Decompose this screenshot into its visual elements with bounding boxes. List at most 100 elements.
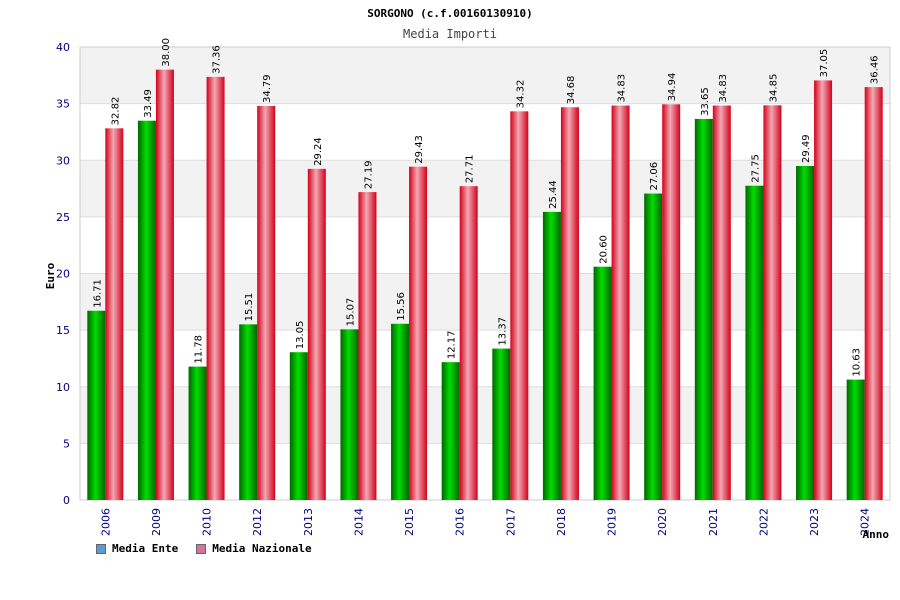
data-label: 15.56 <box>396 292 407 321</box>
bar-media-ente <box>188 366 207 500</box>
data-label: 27.06 <box>649 162 660 191</box>
x-tick-label: 2017 <box>504 508 517 536</box>
bar-media-nazionale <box>409 166 428 500</box>
x-tick-label: 2020 <box>656 508 669 536</box>
legend-item-ente: Media Ente <box>96 542 178 555</box>
data-label: 29.43 <box>414 135 425 164</box>
bar-media-nazionale <box>712 105 731 501</box>
data-label: 34.85 <box>768 74 779 103</box>
bar-media-ente <box>593 266 612 500</box>
data-label: 11.78 <box>194 335 205 364</box>
x-tick-label: 2018 <box>555 508 568 536</box>
bar-media-ente <box>796 166 815 500</box>
chart-subtitle: Media Importi <box>403 27 497 41</box>
data-label: 16.71 <box>92 279 103 308</box>
data-label: 25.44 <box>548 180 559 209</box>
data-label: 20.60 <box>599 235 610 264</box>
bar-media-ente <box>391 323 410 500</box>
x-axis-label: Anno <box>863 528 890 541</box>
data-label: 10.63 <box>852 348 863 377</box>
data-label: 36.46 <box>870 55 881 84</box>
y-tick-label: 20 <box>56 268 70 281</box>
bar-media-nazionale <box>864 87 883 500</box>
data-label: 34.83 <box>718 74 729 103</box>
x-tick-label: 2023 <box>808 508 821 536</box>
bar-media-nazionale <box>257 106 276 501</box>
legend-item-nazionale: Media Nazionale <box>196 542 312 555</box>
y-tick-label: 30 <box>56 154 70 167</box>
data-label: 34.83 <box>617 74 628 103</box>
bar-media-nazionale <box>105 128 124 500</box>
bar-media-nazionale <box>307 168 326 500</box>
bar-media-nazionale <box>662 104 681 500</box>
bar-media-ente <box>239 324 258 500</box>
y-tick-label: 40 <box>56 41 70 54</box>
bar-media-ente <box>137 120 156 500</box>
bar-media-nazionale <box>814 80 833 500</box>
data-label: 27.71 <box>465 155 476 184</box>
data-label: 34.68 <box>566 76 577 105</box>
bar-media-nazionale <box>155 69 174 501</box>
data-label: 34.32 <box>515 80 526 109</box>
data-label: 37.36 <box>212 45 223 74</box>
y-axis-label: Euro <box>44 262 57 289</box>
bar-media-ente <box>441 362 460 500</box>
y-tick-label: 5 <box>63 437 70 450</box>
bar-media-nazionale <box>611 105 630 501</box>
data-label: 29.24 <box>313 137 324 166</box>
bar-media-nazionale <box>763 105 782 500</box>
legend-label-ente: Media Ente <box>112 542 179 555</box>
legend-swatch-nazionale <box>196 543 207 554</box>
x-tick-label: 2013 <box>302 508 315 536</box>
data-label: 33.65 <box>700 87 711 116</box>
x-tick-label: 2021 <box>707 508 720 536</box>
bar-media-nazionale <box>459 186 478 500</box>
legend-swatch-ente <box>96 543 106 554</box>
data-label: 37.05 <box>819 49 830 78</box>
x-tick-label: 2024 <box>859 508 872 536</box>
legend-label-nazionale: Media Nazionale <box>212 542 312 555</box>
y-tick-label: 25 <box>56 211 70 224</box>
x-tick-label: 2006 <box>99 508 112 536</box>
bar-media-ente <box>846 379 865 500</box>
data-label: 38.00 <box>161 38 172 67</box>
data-label: 33.49 <box>143 89 154 118</box>
bar-media-nazionale <box>510 111 529 501</box>
x-tick-label: 2012 <box>251 508 264 536</box>
bar-media-ente <box>340 329 359 500</box>
data-label: 13.37 <box>497 317 508 346</box>
x-tick-label: 2014 <box>352 508 365 536</box>
x-tick-label: 2022 <box>757 508 770 536</box>
y-tick-label: 0 <box>63 494 70 507</box>
bar-media-ente <box>87 310 106 500</box>
bar-media-ente <box>694 118 713 500</box>
bar-media-ente <box>492 348 511 500</box>
plot-border <box>79 46 891 501</box>
data-label: 15.07 <box>345 298 356 327</box>
data-label: 34.94 <box>667 73 678 102</box>
data-label: 34.79 <box>262 74 273 103</box>
y-tick-label: 35 <box>56 98 70 111</box>
y-tick-label: 10 <box>56 381 70 394</box>
bar-media-ente <box>644 193 663 500</box>
data-label: 29.49 <box>801 134 812 163</box>
legend: Media Ente Media Nazionale <box>96 542 312 555</box>
data-label: 15.51 <box>244 293 255 322</box>
x-tick-label: 2009 <box>150 508 163 536</box>
x-tick-label: 2010 <box>201 508 214 536</box>
x-tick-label: 2019 <box>606 508 619 536</box>
chart-title: SORGONO (c.f.00160130910) <box>367 7 533 20</box>
y-tick-label: 15 <box>56 324 70 337</box>
data-label: 13.05 <box>295 321 306 350</box>
bar-media-ente <box>745 185 764 500</box>
bar-media-nazionale <box>560 107 579 501</box>
bar-media-ente <box>289 352 308 500</box>
bar-media-nazionale <box>206 76 225 500</box>
data-label: 27.75 <box>750 154 761 183</box>
data-label: 32.82 <box>110 97 121 126</box>
data-label: 27.19 <box>363 160 374 189</box>
bar-media-ente <box>542 211 561 500</box>
bar-media-nazionale <box>358 192 377 501</box>
data-label: 12.17 <box>447 331 458 360</box>
